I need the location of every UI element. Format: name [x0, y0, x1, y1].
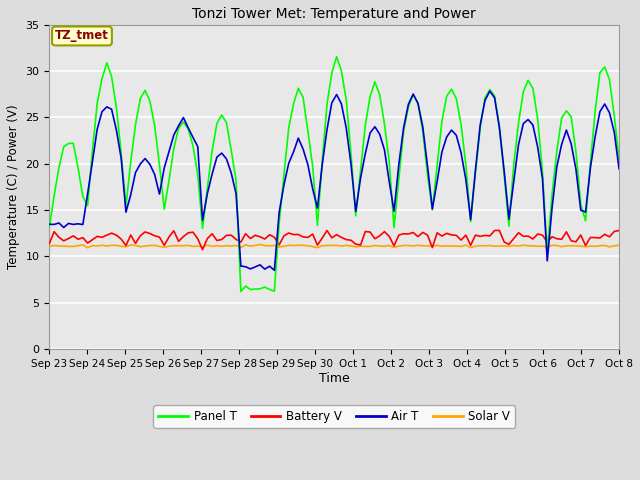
Battery V — [371, 236, 379, 241]
Solar V — [170, 243, 178, 249]
Solar V — [84, 245, 92, 251]
Battery V — [45, 240, 53, 246]
Battery V — [605, 234, 613, 240]
X-axis label: Time: Time — [319, 372, 349, 384]
Battery V — [615, 228, 623, 233]
Solar V — [447, 243, 455, 249]
Battery V — [505, 241, 513, 247]
Air T — [505, 216, 513, 222]
Solar V — [256, 241, 264, 247]
Solar V — [605, 244, 613, 250]
Panel T — [333, 54, 340, 60]
Air T — [486, 88, 493, 94]
Solar V — [615, 242, 623, 248]
Battery V — [323, 228, 331, 233]
Air T — [443, 134, 451, 140]
Battery V — [198, 247, 206, 252]
Line: Battery V: Battery V — [49, 230, 619, 250]
Panel T — [371, 79, 379, 85]
Solar V — [505, 243, 513, 249]
Battery V — [204, 236, 211, 241]
Text: TZ_tmet: TZ_tmet — [55, 29, 109, 42]
Air T — [366, 130, 374, 136]
Air T — [45, 221, 53, 227]
Panel T — [615, 156, 623, 162]
Air T — [165, 149, 173, 155]
Battery V — [165, 234, 173, 240]
Solar V — [204, 242, 211, 248]
Panel T — [237, 288, 244, 294]
Air T — [615, 166, 623, 172]
Battery V — [447, 232, 455, 238]
Y-axis label: Temperature (C) / Power (V): Temperature (C) / Power (V) — [7, 105, 20, 269]
Legend: Panel T, Battery V, Air T, Solar V: Panel T, Battery V, Air T, Solar V — [154, 405, 515, 428]
Solar V — [45, 243, 53, 249]
Air T — [271, 267, 278, 273]
Panel T — [45, 224, 53, 230]
Panel T — [447, 86, 455, 92]
Line: Air T: Air T — [49, 91, 619, 270]
Panel T — [165, 178, 173, 183]
Solar V — [371, 243, 379, 249]
Panel T — [505, 223, 513, 229]
Panel T — [198, 226, 206, 231]
Title: Tonzi Tower Met: Temperature and Power: Tonzi Tower Met: Temperature and Power — [193, 7, 476, 21]
Panel T — [605, 77, 613, 83]
Air T — [198, 217, 206, 223]
Line: Solar V: Solar V — [49, 244, 619, 248]
Air T — [605, 110, 613, 116]
Line: Panel T: Panel T — [49, 57, 619, 291]
